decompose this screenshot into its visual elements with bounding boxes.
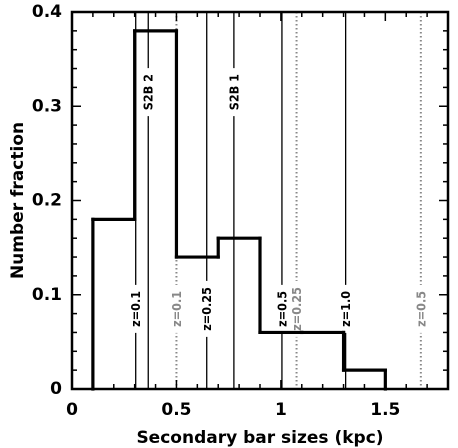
reference-line-label: z=0.25 [289,287,304,331]
y-tick-label: 0.1 [32,285,62,305]
reference-line-label: z=0.5 [413,291,428,327]
reference-label-bg [128,284,144,333]
y-tick-label: 0 [50,379,62,399]
histogram-steps [91,29,387,391]
x-tick-label: 0 [66,400,78,420]
reference-label-bg [199,280,215,337]
reference-label-bg [413,284,429,333]
x-tick-label: 0.5 [161,400,191,420]
reference-line-label: z=0.5 [274,291,289,327]
y-tick-label: 0.4 [32,2,62,22]
reference-line-label: z=0.1 [169,291,184,327]
reference-label-bg [140,68,156,117]
y-tick-label: 0.3 [32,96,62,116]
y-tick-label: 0.2 [32,191,62,211]
reference-line-label: S2B 2 [141,74,156,110]
x-tick-labels: 0 0.5 1 1.5 [66,400,400,420]
reference-label-bg [226,68,242,117]
x-axis-label: Secondary bar sizes (kpc) [136,428,383,448]
reference-line-label: z=0.25 [199,287,214,331]
reference-label-bg [289,280,305,337]
reference-label-bg [274,284,290,333]
reference-label-bg [338,284,354,333]
y-tick-labels: 0 0.1 0.2 0.3 0.4 [32,2,62,399]
x-tick-label: 1 [275,400,287,420]
x-tick-label: 1.5 [370,400,400,420]
reference-label-bg [168,284,184,333]
reference-line-label: S2B 1 [226,74,241,110]
reference-line-label: z=0.1 [128,291,143,327]
y-axis-label: Number fraction [8,122,28,279]
axis-ticks [71,11,449,390]
reference-line-label: z=1.0 [338,291,353,327]
